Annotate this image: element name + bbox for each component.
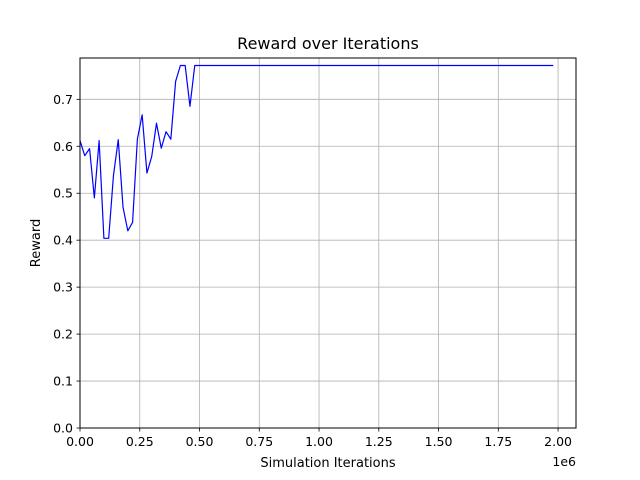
tick-layer: 0.00 0.25 0.50 0.75 1.00 1.25 1.50 1.75 2.00 0.0 0… <box>53 92 572 449</box>
y-tick-label: 0.0 <box>53 421 73 436</box>
y-tick-label: 0.7 <box>53 92 73 107</box>
y-tick-label: 0.6 <box>53 139 73 154</box>
y-tick-label: 0.5 <box>53 186 73 201</box>
x-tick-label: 0.50 <box>186 434 214 449</box>
y-tick-label: 0.3 <box>53 280 73 295</box>
x-tick-label: 0.75 <box>245 434 273 449</box>
x-tick-label: 0.25 <box>126 434 154 449</box>
x-axis-offset-label: 1e6 <box>552 454 576 469</box>
x-tick-label: 1.00 <box>305 434 333 449</box>
chart-title: Reward over Iterations <box>237 34 419 53</box>
x-axis-label: Simulation Iterations <box>260 456 396 471</box>
x-tick-label: 0.00 <box>66 434 94 449</box>
x-tick-label: 1.25 <box>365 434 393 449</box>
series-layer <box>79 64 554 239</box>
x-tick-label: 2.00 <box>544 434 572 449</box>
y-tick-label: 0.4 <box>53 233 73 248</box>
plot-frame <box>79 57 577 429</box>
x-tick-label: 1.50 <box>425 434 453 449</box>
series-line-0 <box>79 64 554 239</box>
grid <box>79 58 576 429</box>
y-axis-label: Reward <box>29 219 44 267</box>
y-tick-label: 0.2 <box>53 327 73 342</box>
x-tick-label: 1.75 <box>484 434 512 449</box>
y-tick-label: 0.1 <box>53 374 73 389</box>
